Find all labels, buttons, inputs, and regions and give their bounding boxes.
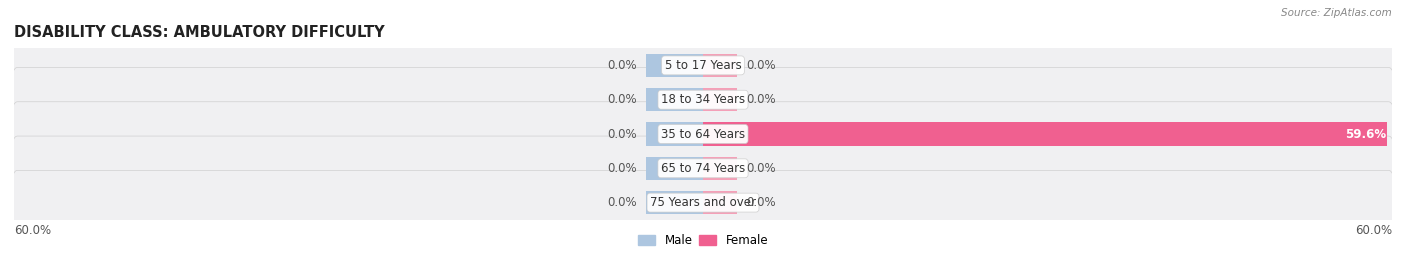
Bar (645, 88, 703, 111)
Text: 0.0%: 0.0% (747, 196, 776, 209)
Text: 35 to 64 Years: 35 to 64 Years (661, 128, 745, 140)
Text: 0.0%: 0.0% (747, 59, 776, 72)
Text: 59.6%: 59.6% (1346, 128, 1386, 140)
FancyBboxPatch shape (11, 68, 1395, 132)
FancyBboxPatch shape (11, 102, 1395, 166)
Text: 0.0%: 0.0% (607, 59, 637, 72)
FancyBboxPatch shape (11, 136, 1395, 200)
Text: DISABILITY CLASS: AMBULATORY DIFFICULTY: DISABILITY CLASS: AMBULATORY DIFFICULTY (14, 25, 385, 40)
Bar (645, 54, 703, 77)
Legend: Male, Female: Male, Female (633, 229, 773, 252)
Bar (645, 122, 703, 146)
Bar (703, 88, 738, 111)
Bar (645, 191, 703, 214)
Text: 0.0%: 0.0% (607, 162, 637, 175)
Bar (645, 157, 703, 180)
Text: 5 to 17 Years: 5 to 17 Years (665, 59, 741, 72)
Text: 60.0%: 60.0% (1355, 224, 1392, 237)
Text: Source: ZipAtlas.com: Source: ZipAtlas.com (1281, 8, 1392, 18)
Text: 0.0%: 0.0% (607, 196, 637, 209)
Bar (703, 54, 738, 77)
Bar (703, 157, 738, 180)
Bar (703, 191, 738, 214)
Text: 0.0%: 0.0% (747, 162, 776, 175)
Bar (703, 122, 1388, 146)
Text: 18 to 34 Years: 18 to 34 Years (661, 93, 745, 106)
FancyBboxPatch shape (11, 170, 1395, 235)
Text: 0.0%: 0.0% (747, 93, 776, 106)
Text: 0.0%: 0.0% (607, 93, 637, 106)
Text: 65 to 74 Years: 65 to 74 Years (661, 162, 745, 175)
FancyBboxPatch shape (11, 33, 1395, 98)
Text: 75 Years and over: 75 Years and over (650, 196, 756, 209)
Text: 60.0%: 60.0% (14, 224, 51, 237)
Text: 0.0%: 0.0% (607, 128, 637, 140)
